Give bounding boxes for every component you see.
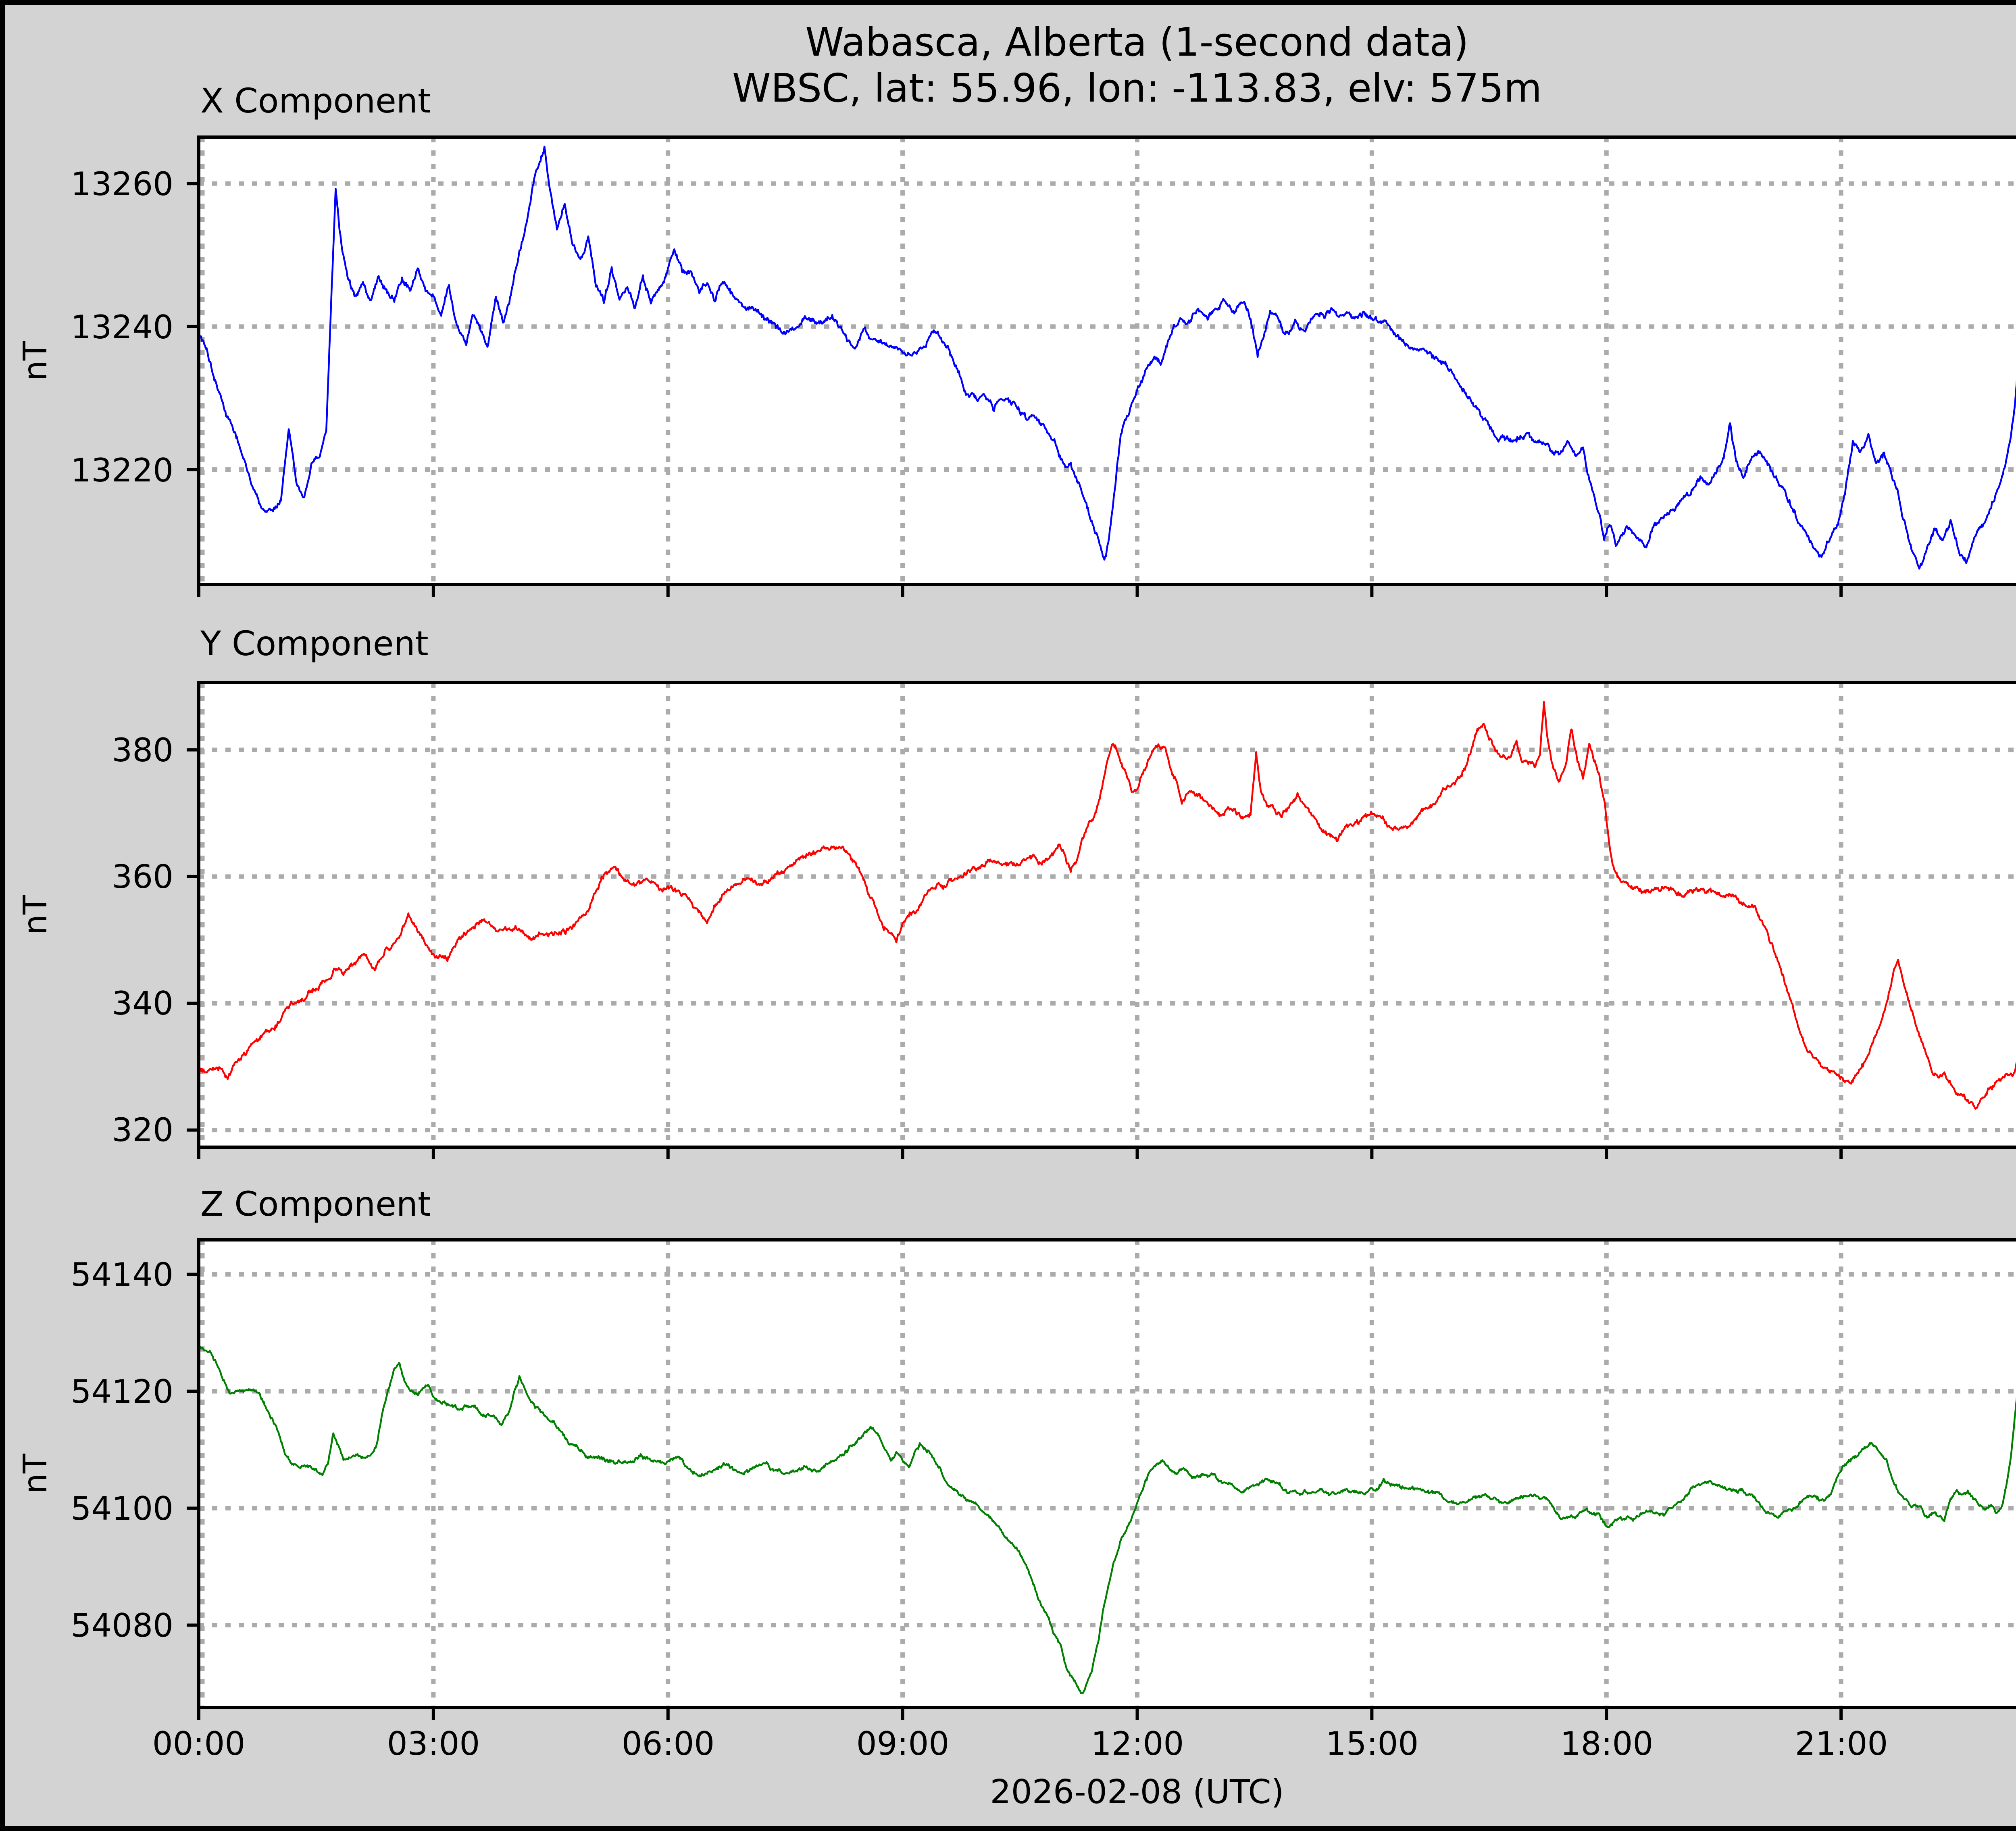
panel-title-z-component: Z Component <box>200 1184 431 1224</box>
xlabel: 2026-02-08 (UTC) <box>990 1773 1284 1811</box>
z-component-line <box>199 1342 2016 1694</box>
xtick-label-0300: 03:00 <box>387 1725 480 1762</box>
panel-title-x-component: X Component <box>200 81 431 121</box>
xtick-label-1800: 18:00 <box>1560 1725 1654 1762</box>
x-ticks <box>187 182 1843 597</box>
xtick-label-0600: 06:00 <box>622 1725 715 1762</box>
ytick-x-13240: 13240 <box>71 308 174 346</box>
ytick-x-13220: 13220 <box>71 452 174 489</box>
z-gridlines <box>199 1240 2016 1708</box>
ytick-z-54120: 54120 <box>71 1373 174 1410</box>
chart-subtitle: WBSC, lat: 55.96, lon: -113.83, elv: 575… <box>732 65 1542 111</box>
ytick-y-380: 380 <box>112 731 173 769</box>
xtick-label-2100: 21:00 <box>1795 1725 1888 1762</box>
chart-title: Wabasca, Alberta (1-second data) <box>805 19 1469 65</box>
ytick-y-360: 360 <box>112 858 173 896</box>
y-component-line <box>199 701 2016 1110</box>
xtick-label-0900: 09:00 <box>856 1725 950 1762</box>
ylabel-x-panel: nT <box>17 340 54 381</box>
panel-title-y-component: Y Component <box>200 624 429 663</box>
z-panel <box>187 1238 2016 1720</box>
ytick-z-54140: 54140 <box>71 1256 174 1294</box>
z-frame <box>197 1238 2016 1709</box>
ytick-y-340: 340 <box>112 985 173 1022</box>
x-frame <box>197 135 2016 586</box>
x-plot-area <box>199 137 2016 585</box>
ylabel-y-panel: nT <box>17 894 54 935</box>
ytick-z-54100: 54100 <box>71 1490 174 1527</box>
ylabel-z-panel: nT <box>17 1453 54 1494</box>
x-panel <box>187 135 2016 597</box>
y-frame <box>197 681 2016 1149</box>
y-plot-area <box>199 683 2016 1147</box>
panels-layer <box>187 135 2016 1720</box>
z-plot-area <box>199 1240 2016 1708</box>
y-panel <box>187 681 2016 1159</box>
z-ticks <box>187 1273 1843 1720</box>
x-component-line <box>199 146 2016 570</box>
figure-canvas: Wabasca, Alberta (1-second data) WBSC, l… <box>17 19 2016 1811</box>
xtick-label-0000: 00:00 <box>152 1725 246 1762</box>
ytick-y-320: 320 <box>112 1111 173 1149</box>
xtick-label-1500: 15:00 <box>1326 1725 1419 1762</box>
y-ticks <box>187 748 1843 1159</box>
ytick-x-13260: 13260 <box>71 165 174 203</box>
xtick-label-1200: 12:00 <box>1091 1725 1184 1762</box>
ytick-z-54080: 54080 <box>71 1607 174 1644</box>
